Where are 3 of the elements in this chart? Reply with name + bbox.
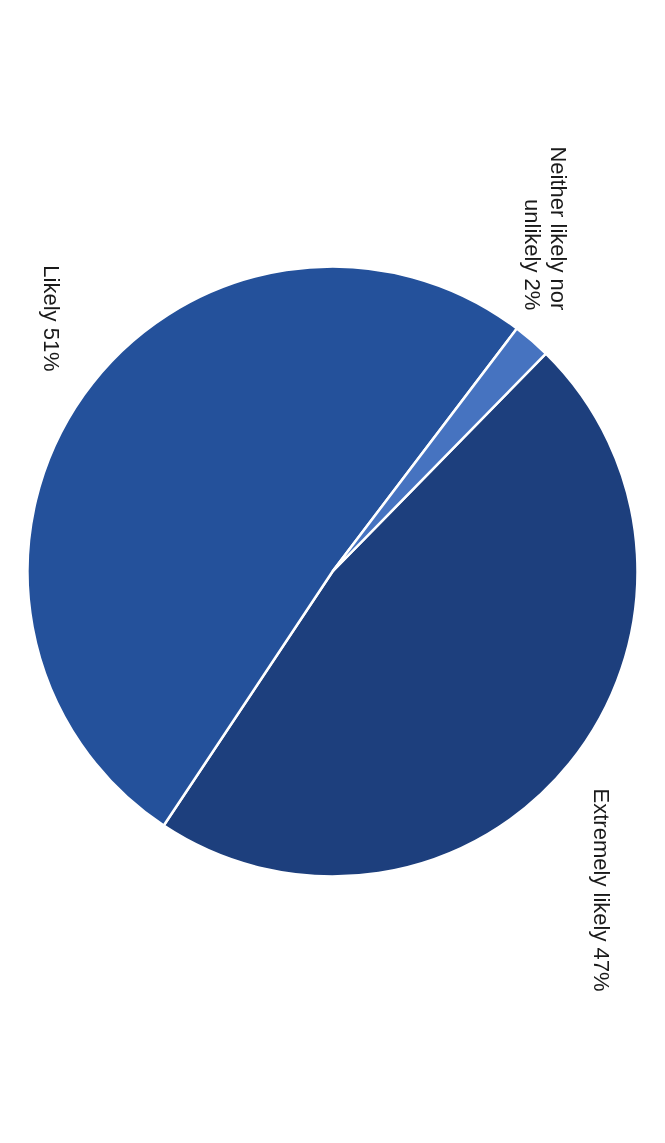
- slice-label: Likely 51%: [39, 265, 65, 372]
- slice-label: Neither likely nor unlikely 2%: [519, 146, 571, 311]
- slice-label: Extremely likely 47%: [588, 788, 614, 992]
